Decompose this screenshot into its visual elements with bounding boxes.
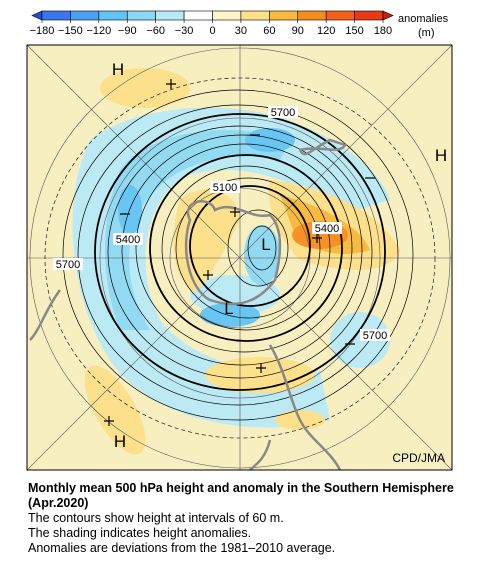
- colorbar-tick-label: 180: [374, 25, 392, 37]
- contour-label: 5700: [271, 107, 295, 119]
- colorbar-tick-label: 30: [235, 25, 247, 37]
- colorbar-segment: [183, 10, 213, 21]
- contour-label-bg: [53, 258, 83, 270]
- pressure-center: H: [114, 432, 126, 451]
- colorbar-tick-label: 120: [317, 25, 335, 37]
- caption-line: Anomalies are deviations from the 1981–2…: [28, 541, 336, 555]
- contour-label-bg: [268, 106, 298, 118]
- contour-label: 5700: [363, 330, 387, 342]
- pressure-center: L: [261, 235, 270, 254]
- colorbar: −180 −150 −120 −90 −60 −30 0 30 60 90 120 150 180 ano…: [30, 10, 449, 39]
- contour-label-bg: [312, 222, 342, 234]
- contour-label: 5400: [315, 223, 339, 235]
- colorbar-segment: [212, 10, 242, 21]
- map-frame: [26, 44, 453, 471]
- colorbar-segment: [98, 10, 128, 21]
- caption-title: Monthly mean 500 hPa height and anomaly …: [28, 481, 454, 510]
- colorbar-tick-label: −30: [175, 25, 194, 37]
- colorbar-segment: [126, 10, 156, 21]
- colorbar-tick-label: 150: [345, 25, 363, 37]
- colorbar-segment: [155, 10, 185, 21]
- pressure-center: H: [435, 146, 447, 165]
- contour-label-bg: [210, 181, 240, 193]
- colorbar-segment: [240, 10, 270, 21]
- caption-line: The shading indicates height anomalies.: [28, 526, 252, 540]
- colorbar-tick-label: 90: [292, 25, 304, 37]
- colorbar-tick-label: 60: [263, 25, 275, 37]
- colorbar-segment: [297, 10, 327, 21]
- colorbar-tick-label: −60: [146, 25, 165, 37]
- colorbar-tick-label: 0: [209, 25, 215, 37]
- contour-label: 5100: [213, 182, 237, 194]
- colorbar-label: anomalies: [398, 13, 449, 25]
- colorbar-tick-label: −180: [30, 25, 55, 37]
- colorbar-segment: [70, 10, 100, 21]
- pressure-center: H: [112, 60, 124, 79]
- figure: −180 −150 −120 −90 −60 −30 0 30 60 90 120 150 180 ano…: [26, 10, 453, 471]
- caption: Monthly mean 500 hPa height and anomaly …: [28, 481, 468, 556]
- colorbar-label: (m): [418, 27, 435, 39]
- colorbar-tick-label: −120: [86, 25, 111, 37]
- map: H H H L L 5700 5100 5400 5400 5700 5700 CPD/JMA: [27, 45, 452, 470]
- contour-label-bg: [360, 329, 390, 341]
- colorbar-low-arrow: [31, 10, 43, 21]
- credit: CPD/JMA: [392, 451, 445, 465]
- colorbar-high-arrow: [382, 10, 394, 21]
- colorbar-tick-label: −150: [58, 25, 83, 37]
- colorbar-segment: [41, 10, 71, 21]
- contour-label: 5400: [116, 234, 140, 246]
- colorbar-tick-label: −90: [118, 25, 137, 37]
- contour-label: 5700: [56, 259, 80, 271]
- pressure-center: L: [224, 299, 233, 318]
- colorbar-segment: [325, 10, 355, 21]
- caption-line: The contours show height at intervals of…: [28, 511, 284, 525]
- colorbar-segment: [269, 10, 299, 21]
- contour-label-bg: [113, 233, 143, 245]
- colorbar-segment: [354, 10, 384, 21]
